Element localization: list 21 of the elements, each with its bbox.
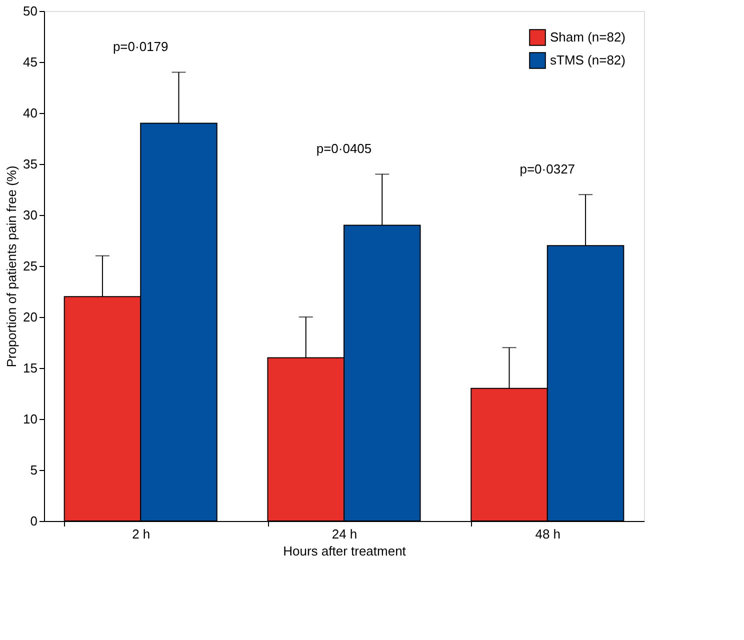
y-tick-label: 10 [23, 412, 38, 426]
y-tick-label: 45 [23, 54, 38, 70]
y-tick-label: 40 [23, 106, 38, 120]
y-tick-label: 25 [23, 258, 38, 274]
x-tick-label: 2 h [132, 526, 150, 542]
y-tick-label: 0 [30, 514, 38, 528]
annotation: p=0·0405 [316, 141, 372, 156]
y-tick-label: 35 [23, 156, 38, 172]
x-axis-title: Hours after treatment [283, 544, 406, 558]
y-tick-label: 5 [30, 462, 38, 478]
legend-label: sTMS (n=82) [550, 52, 626, 68]
annotation: p=0·0327 [520, 162, 576, 177]
x-tick-label: 48 h [535, 526, 561, 542]
legend-label: Sham (n=82) [550, 30, 626, 44]
y-tick-label: 30 [23, 208, 38, 222]
x-tick-label: 24 h [332, 526, 358, 542]
y-tick-label: 50 [23, 4, 38, 18]
y-tick-label: 20 [23, 310, 38, 324]
y-axis-title: Proportion of patients pain free (%) [4, 166, 20, 368]
annotation: p=0·0179 [112, 39, 168, 54]
y-tick-label: 15 [23, 360, 38, 376]
